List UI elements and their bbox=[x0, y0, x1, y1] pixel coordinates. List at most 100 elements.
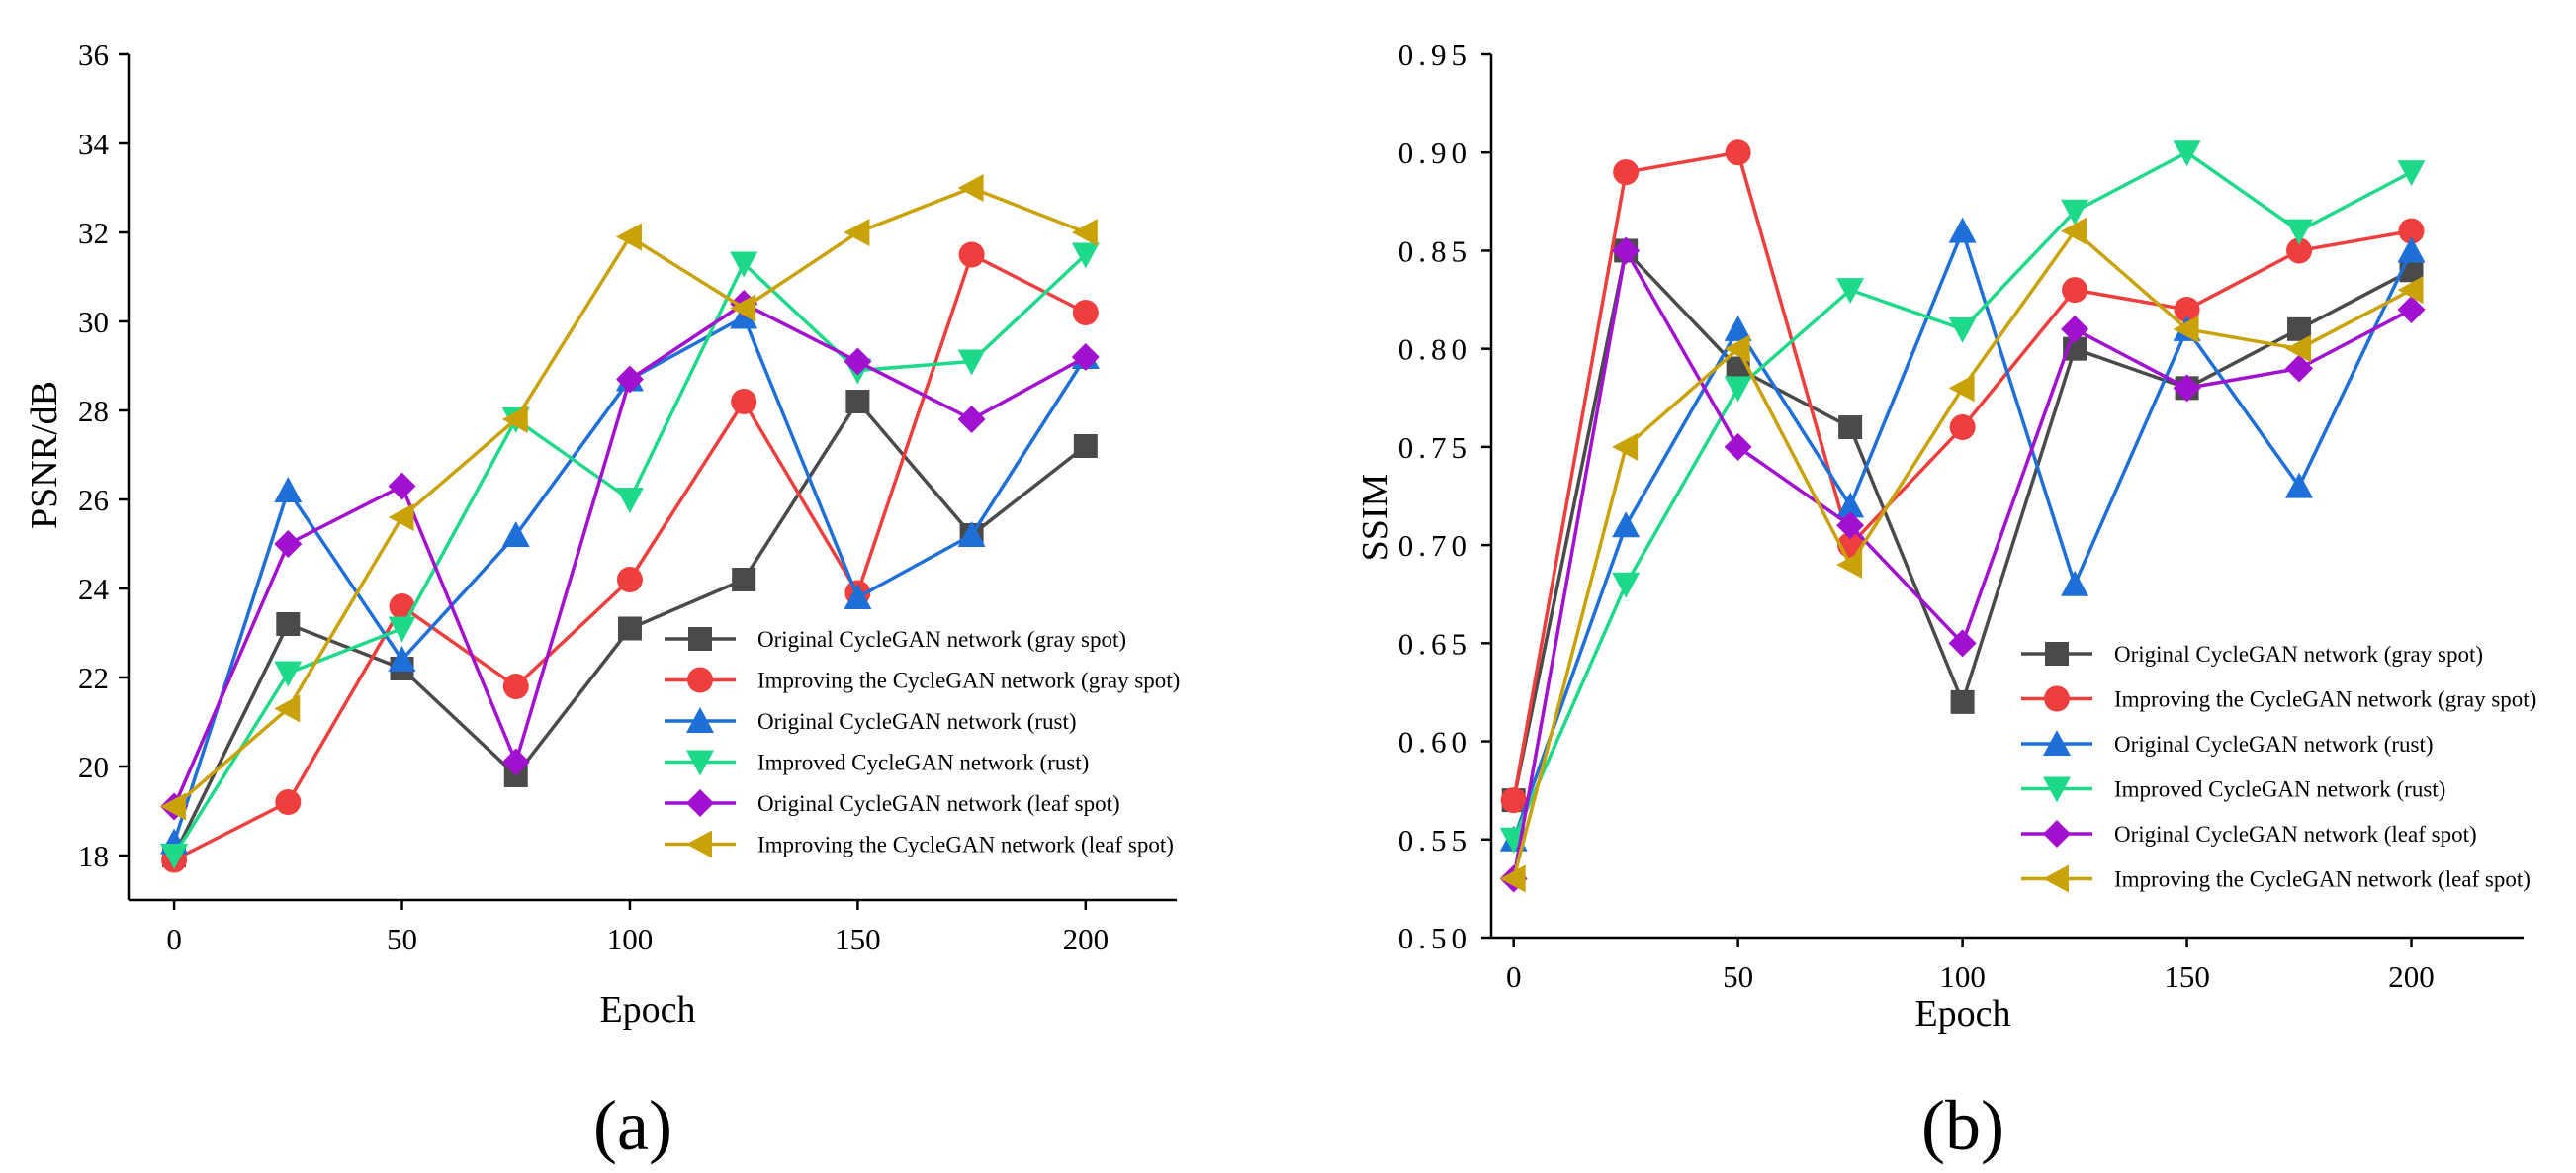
chart-b-data-point bbox=[2397, 160, 2426, 187]
chart-a-y-tick-label: 28 bbox=[78, 394, 109, 428]
chart-a-legend-marker bbox=[686, 830, 712, 858]
chart-b-y-tick-label: 0.75 bbox=[1398, 430, 1471, 465]
chart-a-data-point bbox=[274, 694, 301, 723]
chart-a-legend: Original CycleGAN network (gray spot) Imp… bbox=[665, 627, 1180, 858]
chart-a-data-point bbox=[957, 406, 986, 433]
chart-a-legend-marker bbox=[686, 789, 714, 817]
chart-a-y-tick-label: 32 bbox=[78, 216, 109, 250]
chart-a-x-tick-label: 100 bbox=[607, 922, 654, 956]
chart-b-y-tick-label: 0.55 bbox=[1398, 823, 1471, 857]
chart-b-data-point bbox=[2061, 315, 2089, 343]
chart-a-data-point bbox=[388, 616, 416, 643]
chart-a-data-point bbox=[1071, 219, 1098, 246]
chart-b-data-point bbox=[1836, 278, 1865, 305]
chart-a-data-point bbox=[957, 174, 984, 202]
chart-a-series-1 bbox=[161, 241, 1099, 873]
chart-b-data-point bbox=[2285, 334, 2312, 363]
chart-a-y-tick-label: 30 bbox=[78, 305, 109, 339]
panel-label-a: (a) bbox=[593, 1086, 672, 1165]
chart-b-legend-label: Original CycleGAN network (rust) bbox=[2114, 732, 2434, 757]
chart-b-data-point bbox=[1613, 159, 1640, 186]
chart-b-y-tick-label: 0.60 bbox=[1398, 725, 1471, 760]
chart-b-legend-item: Original CycleGAN network (leaf spot) bbox=[2021, 820, 2477, 848]
chart-a-y-tick-label: 22 bbox=[78, 661, 109, 695]
chart-b-legend-item: Original CycleGAN network (rust) bbox=[2021, 730, 2434, 757]
chart-a-x-tick-label: 0 bbox=[166, 922, 182, 956]
chart-a-data-point bbox=[388, 646, 416, 672]
chart-a-data-point bbox=[501, 521, 530, 547]
chart-a-legend-label: Improving the CycleGAN network (gray spo… bbox=[757, 669, 1180, 693]
chart-a-legend-marker bbox=[686, 750, 714, 776]
chart-a-y-tick-label: 36 bbox=[78, 38, 109, 72]
chart-b-series bbox=[1499, 139, 2426, 893]
chart-a-data-point bbox=[274, 477, 303, 502]
chart-a-data-point bbox=[502, 674, 529, 699]
chart-a-y-tick-label: 34 bbox=[78, 127, 110, 161]
chart-a-legend-label: Original CycleGAN network (rust) bbox=[757, 709, 1077, 734]
chart-b-data-point bbox=[1838, 415, 1863, 440]
chart-a-data-point bbox=[388, 503, 414, 531]
chart-a-data-point bbox=[845, 390, 870, 413]
chart-b-legend-label: Improving the CycleGAN network (leaf spo… bbox=[2114, 867, 2531, 892]
chart-b-data-point bbox=[2061, 217, 2087, 245]
chart-b-data-point bbox=[2173, 315, 2199, 343]
chart-panel-a: 18 20 22 24 26 28 30 32 34 36 0 50 100 150 200 Origina… bbox=[24, 38, 1180, 1165]
chart-b-data-point bbox=[1612, 572, 1641, 598]
chart-a-x-tick-label: 150 bbox=[835, 922, 881, 956]
chart-panel-b: 0.50 0.55 0.60 0.65 0.70 0.75 0.80 0.85 0.90 0.95… bbox=[1355, 38, 2536, 1165]
chart-b-x-tick-label: 50 bbox=[1723, 959, 1753, 994]
chart-a-legend-marker bbox=[686, 707, 714, 733]
chart-b-data-point bbox=[2285, 219, 2314, 245]
chart-b-data-point bbox=[2397, 236, 2426, 263]
chart-a-legend-item: Original CycleGAN network (leaf spot) bbox=[665, 789, 1120, 817]
chart-b-data-point bbox=[2397, 276, 2424, 305]
chart-a-legend-item: Improved CycleGAN network (rust) bbox=[665, 750, 1089, 776]
chart-b-data-point bbox=[1948, 217, 1977, 243]
chart-a-data-point bbox=[160, 844, 189, 869]
chart-a-legend-item: Original CycleGAN network (gray spot) bbox=[665, 627, 1126, 652]
chart-b-data-point bbox=[1950, 689, 1975, 714]
chart-a-data-point bbox=[1072, 300, 1099, 325]
chart-b-data-point bbox=[2285, 354, 2314, 383]
chart-b-y-tick-label: 0.70 bbox=[1398, 528, 1471, 563]
chart-a-data-point bbox=[732, 568, 756, 591]
chart-a-data-point bbox=[274, 661, 303, 687]
chart-a-series-4 bbox=[160, 290, 1100, 821]
chart-b-data-point bbox=[1612, 432, 1639, 461]
chart-a-x-tick-label: 50 bbox=[387, 922, 417, 956]
chart-b-x-tick-label: 100 bbox=[1939, 959, 1986, 994]
chart-b-data-point bbox=[2397, 295, 2426, 323]
chart-a-data-point bbox=[160, 792, 187, 821]
chart-b-data-point bbox=[1499, 864, 1526, 893]
chart-b-data-point bbox=[1836, 492, 1865, 518]
chart-b-data-point bbox=[2286, 237, 2313, 264]
chart-a-legend-label: Improved CycleGAN network (rust) bbox=[757, 751, 1089, 775]
chart-a-legend-marker bbox=[688, 627, 712, 651]
chart-a-y-tick-label: 20 bbox=[78, 750, 109, 784]
chart-b-legend-label: Original CycleGAN network (leaf spot) bbox=[2114, 822, 2477, 847]
chart-b-data-point bbox=[2062, 277, 2088, 304]
chart-a-legend-item: Improving the CycleGAN network (gray spo… bbox=[665, 667, 1180, 693]
chart-b-legend-item: Improving the CycleGAN network (gray spo… bbox=[2021, 685, 2536, 712]
chart-b-series-3 bbox=[1499, 140, 2426, 854]
chart-a-data-point bbox=[388, 472, 416, 500]
chart-b-legend-item: Original CycleGAN network (gray spot) bbox=[2021, 642, 2483, 667]
chart-a-ylabel: PSNR/dB bbox=[24, 381, 65, 529]
chart-b-legend-label: Original CycleGAN network (gray spot) bbox=[2114, 642, 2483, 667]
chart-b-data-point bbox=[1724, 334, 1750, 363]
chart-b-series-5 bbox=[1499, 217, 2424, 893]
panel-label-b: (b) bbox=[1921, 1086, 2004, 1165]
chart-b-data-point bbox=[1948, 629, 1977, 658]
chart-a-data-point bbox=[730, 251, 758, 278]
chart-a-series-5 bbox=[160, 174, 1098, 821]
chart-b-legend-label: Improving the CycleGAN network (gray spo… bbox=[2114, 687, 2536, 712]
chart-a-data-point bbox=[615, 223, 642, 251]
chart-a-legend-label: Original CycleGAN network (leaf spot) bbox=[757, 791, 1120, 816]
chart-b-y-tick-label: 0.95 bbox=[1398, 38, 1471, 72]
chart-a-legend-item: Improving the CycleGAN network (leaf spo… bbox=[665, 830, 1174, 858]
chart-b-data-point bbox=[1836, 511, 1865, 540]
chart-a-legend-label: Improving the CycleGAN network (leaf spo… bbox=[757, 833, 1174, 857]
chart-a-y-tick-label: 18 bbox=[78, 839, 109, 873]
chart-b-data-point bbox=[1949, 414, 1976, 441]
